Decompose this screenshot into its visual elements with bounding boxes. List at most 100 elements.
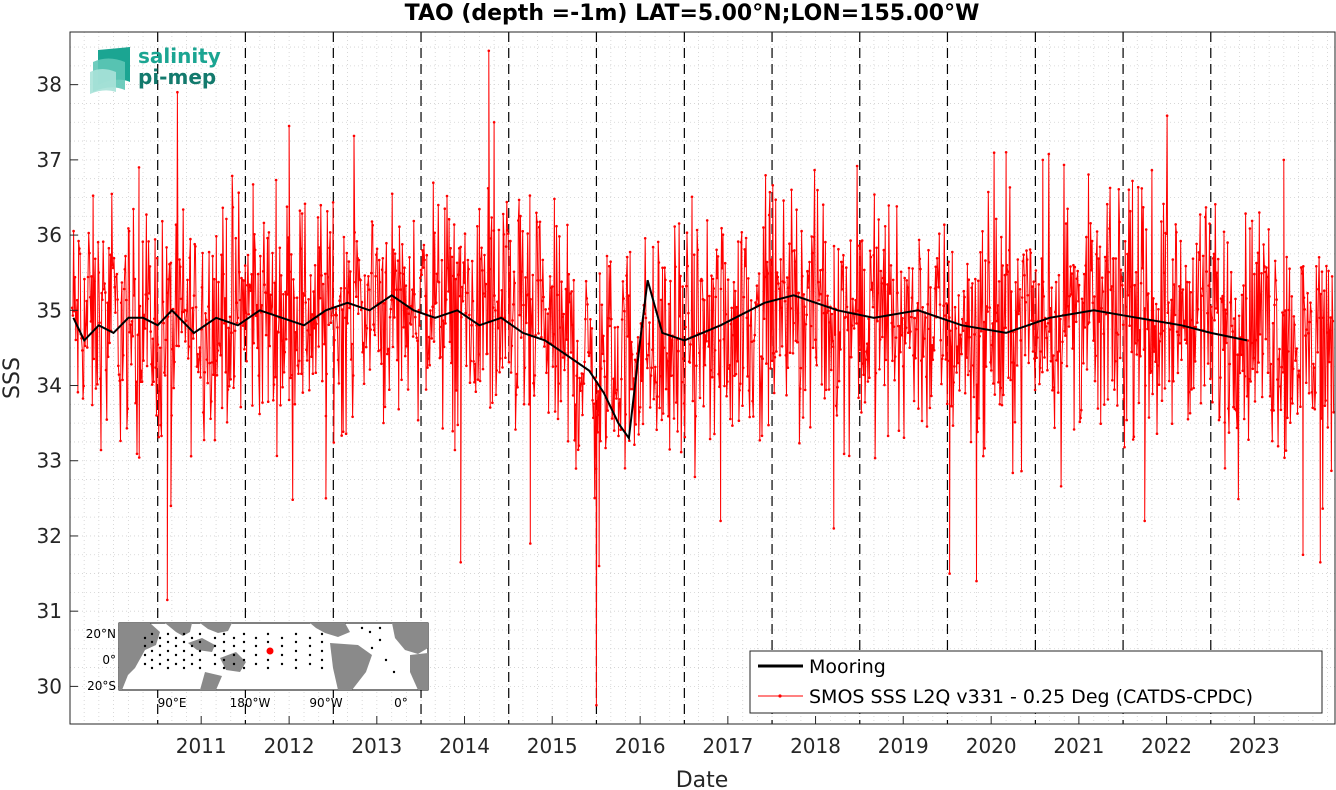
smos-point [334, 307, 338, 311]
smos-point [1082, 362, 1085, 365]
smos-point [889, 264, 893, 267]
array-dot [254, 644, 258, 648]
smos-point [1046, 321, 1050, 325]
smos-point [395, 288, 398, 292]
smos-point [84, 323, 88, 326]
smos-point [259, 254, 262, 258]
smos-point [1075, 277, 1079, 281]
array-dot [320, 649, 324, 653]
smos-point [1267, 228, 1270, 231]
array-dot [182, 632, 186, 636]
smos-point [1273, 259, 1277, 263]
smos-point [1210, 316, 1213, 320]
smos-point [478, 207, 481, 211]
smos-point [238, 298, 242, 302]
smos-point [517, 219, 520, 222]
smos-point [396, 259, 400, 263]
smos-point [320, 274, 323, 277]
smos-point [382, 421, 385, 425]
smos-point [743, 248, 746, 251]
smos-point [1007, 248, 1011, 252]
smos-point [1305, 328, 1309, 331]
smos-point [193, 242, 196, 246]
smos-point [390, 298, 393, 302]
smos-point [1189, 291, 1193, 294]
smos-point [220, 253, 223, 257]
smos-point [650, 366, 653, 370]
smos-point [364, 345, 368, 349]
smos-point [529, 297, 532, 301]
smos-point [117, 373, 121, 376]
smos-point [512, 270, 516, 274]
smos-point [1124, 305, 1128, 309]
smos-point [886, 283, 889, 286]
smos-point [491, 306, 495, 309]
smos-point [772, 391, 776, 395]
smos-point [730, 306, 733, 310]
mooring-array-dots [143, 626, 396, 674]
smos-point [939, 338, 942, 342]
smos-point [894, 336, 898, 339]
smos-point [1097, 257, 1100, 260]
smos-point [775, 350, 778, 353]
y-tick-label: 33 [37, 449, 62, 473]
smos-point [710, 375, 714, 379]
smos-point [777, 282, 780, 285]
smos-point [349, 270, 352, 273]
array-dot [213, 644, 217, 648]
smos-point [881, 276, 885, 280]
smos-point [1227, 431, 1231, 434]
array-dot [213, 636, 217, 640]
smos-point [245, 359, 248, 363]
smos-point [1114, 257, 1118, 260]
smos-point [454, 277, 457, 281]
smos-point [104, 368, 108, 372]
smos-point [318, 296, 322, 300]
smos-point [1009, 378, 1012, 382]
smos-point [489, 237, 493, 240]
smos-point [523, 366, 527, 370]
smos-point [1237, 314, 1241, 318]
smos-point [298, 209, 302, 212]
smos-point [230, 331, 233, 335]
smos-point [339, 287, 343, 290]
smos-point [935, 257, 939, 260]
smos-point [470, 259, 474, 263]
smos-point [815, 363, 818, 367]
smos-point [920, 359, 923, 362]
smos-point [225, 217, 228, 221]
smos-point [982, 320, 986, 324]
smos-point [545, 357, 549, 361]
smos-point [720, 226, 723, 230]
smos-point [872, 253, 875, 257]
smos-point [1134, 271, 1138, 274]
map-lat-label-20s: 20°S [87, 679, 116, 693]
smos-point [514, 393, 518, 397]
y-tick-label: 36 [37, 223, 62, 247]
smos-point [783, 299, 787, 303]
smos-point [78, 247, 81, 250]
smos-point [1041, 158, 1045, 162]
smos-point [700, 279, 704, 282]
legend-box [749, 650, 1323, 714]
smos-point [1235, 409, 1238, 412]
smos-point [591, 399, 594, 402]
array-dot [150, 640, 154, 644]
smos-point [1306, 291, 1309, 295]
smos-point [176, 90, 179, 94]
smos-point [413, 292, 416, 296]
smos-point [960, 352, 963, 356]
smos-point [889, 292, 892, 295]
smos-point [279, 274, 283, 277]
smos-point [1004, 326, 1007, 330]
smos-point [437, 280, 441, 284]
smos-point [947, 260, 950, 264]
smos-point [1031, 285, 1034, 288]
smos-point [262, 221, 266, 225]
smos-point [995, 319, 999, 323]
smos-point [1255, 261, 1258, 265]
smos-point [354, 280, 357, 284]
smos-point [621, 280, 625, 283]
smos-point [1030, 319, 1033, 322]
smos-point [233, 375, 236, 378]
